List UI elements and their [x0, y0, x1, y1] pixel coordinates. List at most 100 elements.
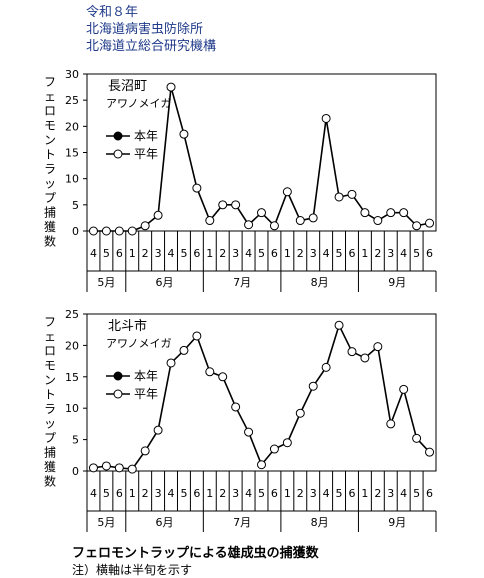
- data-point: [321, 362, 331, 372]
- header-issuer-1: 北海道病害虫防除所: [86, 22, 204, 37]
- x-tick-label: 1: [284, 247, 291, 260]
- data-point: [166, 358, 176, 368]
- data-point: [360, 208, 370, 218]
- data-point: [88, 226, 98, 236]
- x-tick-label: 2: [219, 247, 226, 260]
- y-axis-title-char: ト: [44, 388, 56, 402]
- data-point: [166, 82, 176, 92]
- month-label: 5月: [97, 516, 115, 529]
- header-date: 令和８年: [86, 5, 139, 20]
- x-tick-label: 4: [90, 247, 97, 260]
- data-point: [231, 402, 241, 412]
- x-tick-label: 4: [323, 247, 330, 260]
- data-point: [114, 463, 124, 473]
- data-point: [127, 464, 137, 474]
- legend-entry: 本年: [134, 129, 158, 143]
- x-tick-label: 6: [116, 487, 123, 500]
- legend-entry: 本年: [134, 369, 158, 383]
- data-point: [269, 221, 279, 231]
- data-point: [140, 221, 150, 231]
- x-tick-label: 3: [232, 487, 239, 500]
- data-point: [114, 226, 124, 236]
- x-tick-label: 6: [271, 247, 278, 260]
- y-tick-label: 10: [65, 402, 79, 415]
- data-point: [308, 213, 318, 223]
- month-label: 8月: [311, 276, 329, 289]
- x-tick-label: 3: [232, 247, 239, 260]
- data-point: [257, 208, 266, 218]
- legend-marker: [113, 371, 123, 381]
- x-tick-label: 3: [310, 487, 317, 500]
- data-point: [321, 113, 331, 123]
- data-point: [412, 433, 422, 443]
- y-axis-title-char: フ: [44, 75, 56, 89]
- x-tick-label: 5: [336, 247, 343, 260]
- y-axis-title-char: ロ: [44, 104, 56, 118]
- data-point: [179, 345, 189, 355]
- species-label: アワノメイガ: [106, 97, 171, 110]
- x-tick-label: 5: [413, 487, 420, 500]
- y-axis-title-char: ラ: [44, 402, 56, 416]
- y-axis-title-char: ェ: [44, 90, 56, 104]
- x-tick-label: 4: [90, 487, 97, 500]
- data-point: [282, 187, 292, 197]
- x-tick-label: 1: [129, 487, 136, 500]
- x-tick-label: 3: [387, 247, 394, 260]
- x-tick-label: 6: [193, 487, 200, 500]
- month-label: 8月: [311, 516, 329, 529]
- x-tick-label: 4: [400, 487, 407, 500]
- x-tick-label: 1: [361, 247, 368, 260]
- x-tick-label: 2: [374, 487, 381, 500]
- x-tick-label: 6: [271, 487, 278, 500]
- data-point: [269, 444, 279, 454]
- plot-frame: [86, 313, 437, 472]
- x-tick-label: 6: [116, 247, 123, 260]
- data-point: [295, 216, 305, 226]
- month-label: 5月: [97, 276, 115, 289]
- x-tick-label: 4: [245, 487, 252, 500]
- y-tick-label: 0: [72, 225, 79, 238]
- x-tick-label: 1: [206, 247, 213, 260]
- x-tick-label: 2: [297, 487, 304, 500]
- x-tick-label: 5: [336, 487, 343, 500]
- x-tick-label: 5: [180, 487, 187, 500]
- y-tick-label: 25: [65, 94, 79, 107]
- x-tick-label: 5: [103, 247, 110, 260]
- data-point: [412, 221, 422, 231]
- y-axis-title-char: 獲: [44, 220, 56, 234]
- data-point: [257, 460, 266, 470]
- data-point: [386, 419, 396, 429]
- data-point: [373, 216, 383, 226]
- y-axis-title-char: フ: [44, 315, 56, 329]
- data-point: [179, 129, 189, 139]
- y-tick-label: 25: [65, 308, 79, 321]
- x-tick-label: 4: [400, 247, 407, 260]
- location-label: 長沼町: [108, 79, 147, 94]
- x-tick-label: 5: [413, 247, 420, 260]
- data-point: [231, 200, 241, 210]
- y-axis-title-char: 数: [44, 474, 56, 489]
- y-tick-label: 5: [72, 434, 79, 447]
- x-tick-label: 2: [374, 247, 381, 260]
- y-tick-label: 15: [65, 147, 79, 160]
- x-tick-label: 3: [387, 487, 394, 500]
- y-axis-title-char: ト: [44, 148, 56, 162]
- y-axis-title-char: モ: [44, 119, 56, 133]
- legend-marker: [113, 149, 123, 159]
- x-tick-label: 6: [426, 487, 433, 500]
- y-axis-title-char: プ: [44, 191, 56, 205]
- legend-entry: 平年: [134, 147, 158, 161]
- x-tick-label: 2: [142, 247, 149, 260]
- data-point: [347, 189, 357, 199]
- x-tick-label: 2: [142, 487, 149, 500]
- y-axis-title-char: 数: [44, 234, 56, 249]
- data-point: [140, 446, 150, 456]
- data-point: [192, 183, 202, 193]
- data-point: [386, 208, 396, 218]
- month-label: 9月: [388, 276, 406, 289]
- y-tick-label: 20: [65, 120, 79, 133]
- data-point: [244, 427, 254, 437]
- figure-caption: フェロモントラップによる雄成虫の捕獲数: [72, 546, 319, 561]
- y-axis-title-char: 獲: [44, 460, 56, 474]
